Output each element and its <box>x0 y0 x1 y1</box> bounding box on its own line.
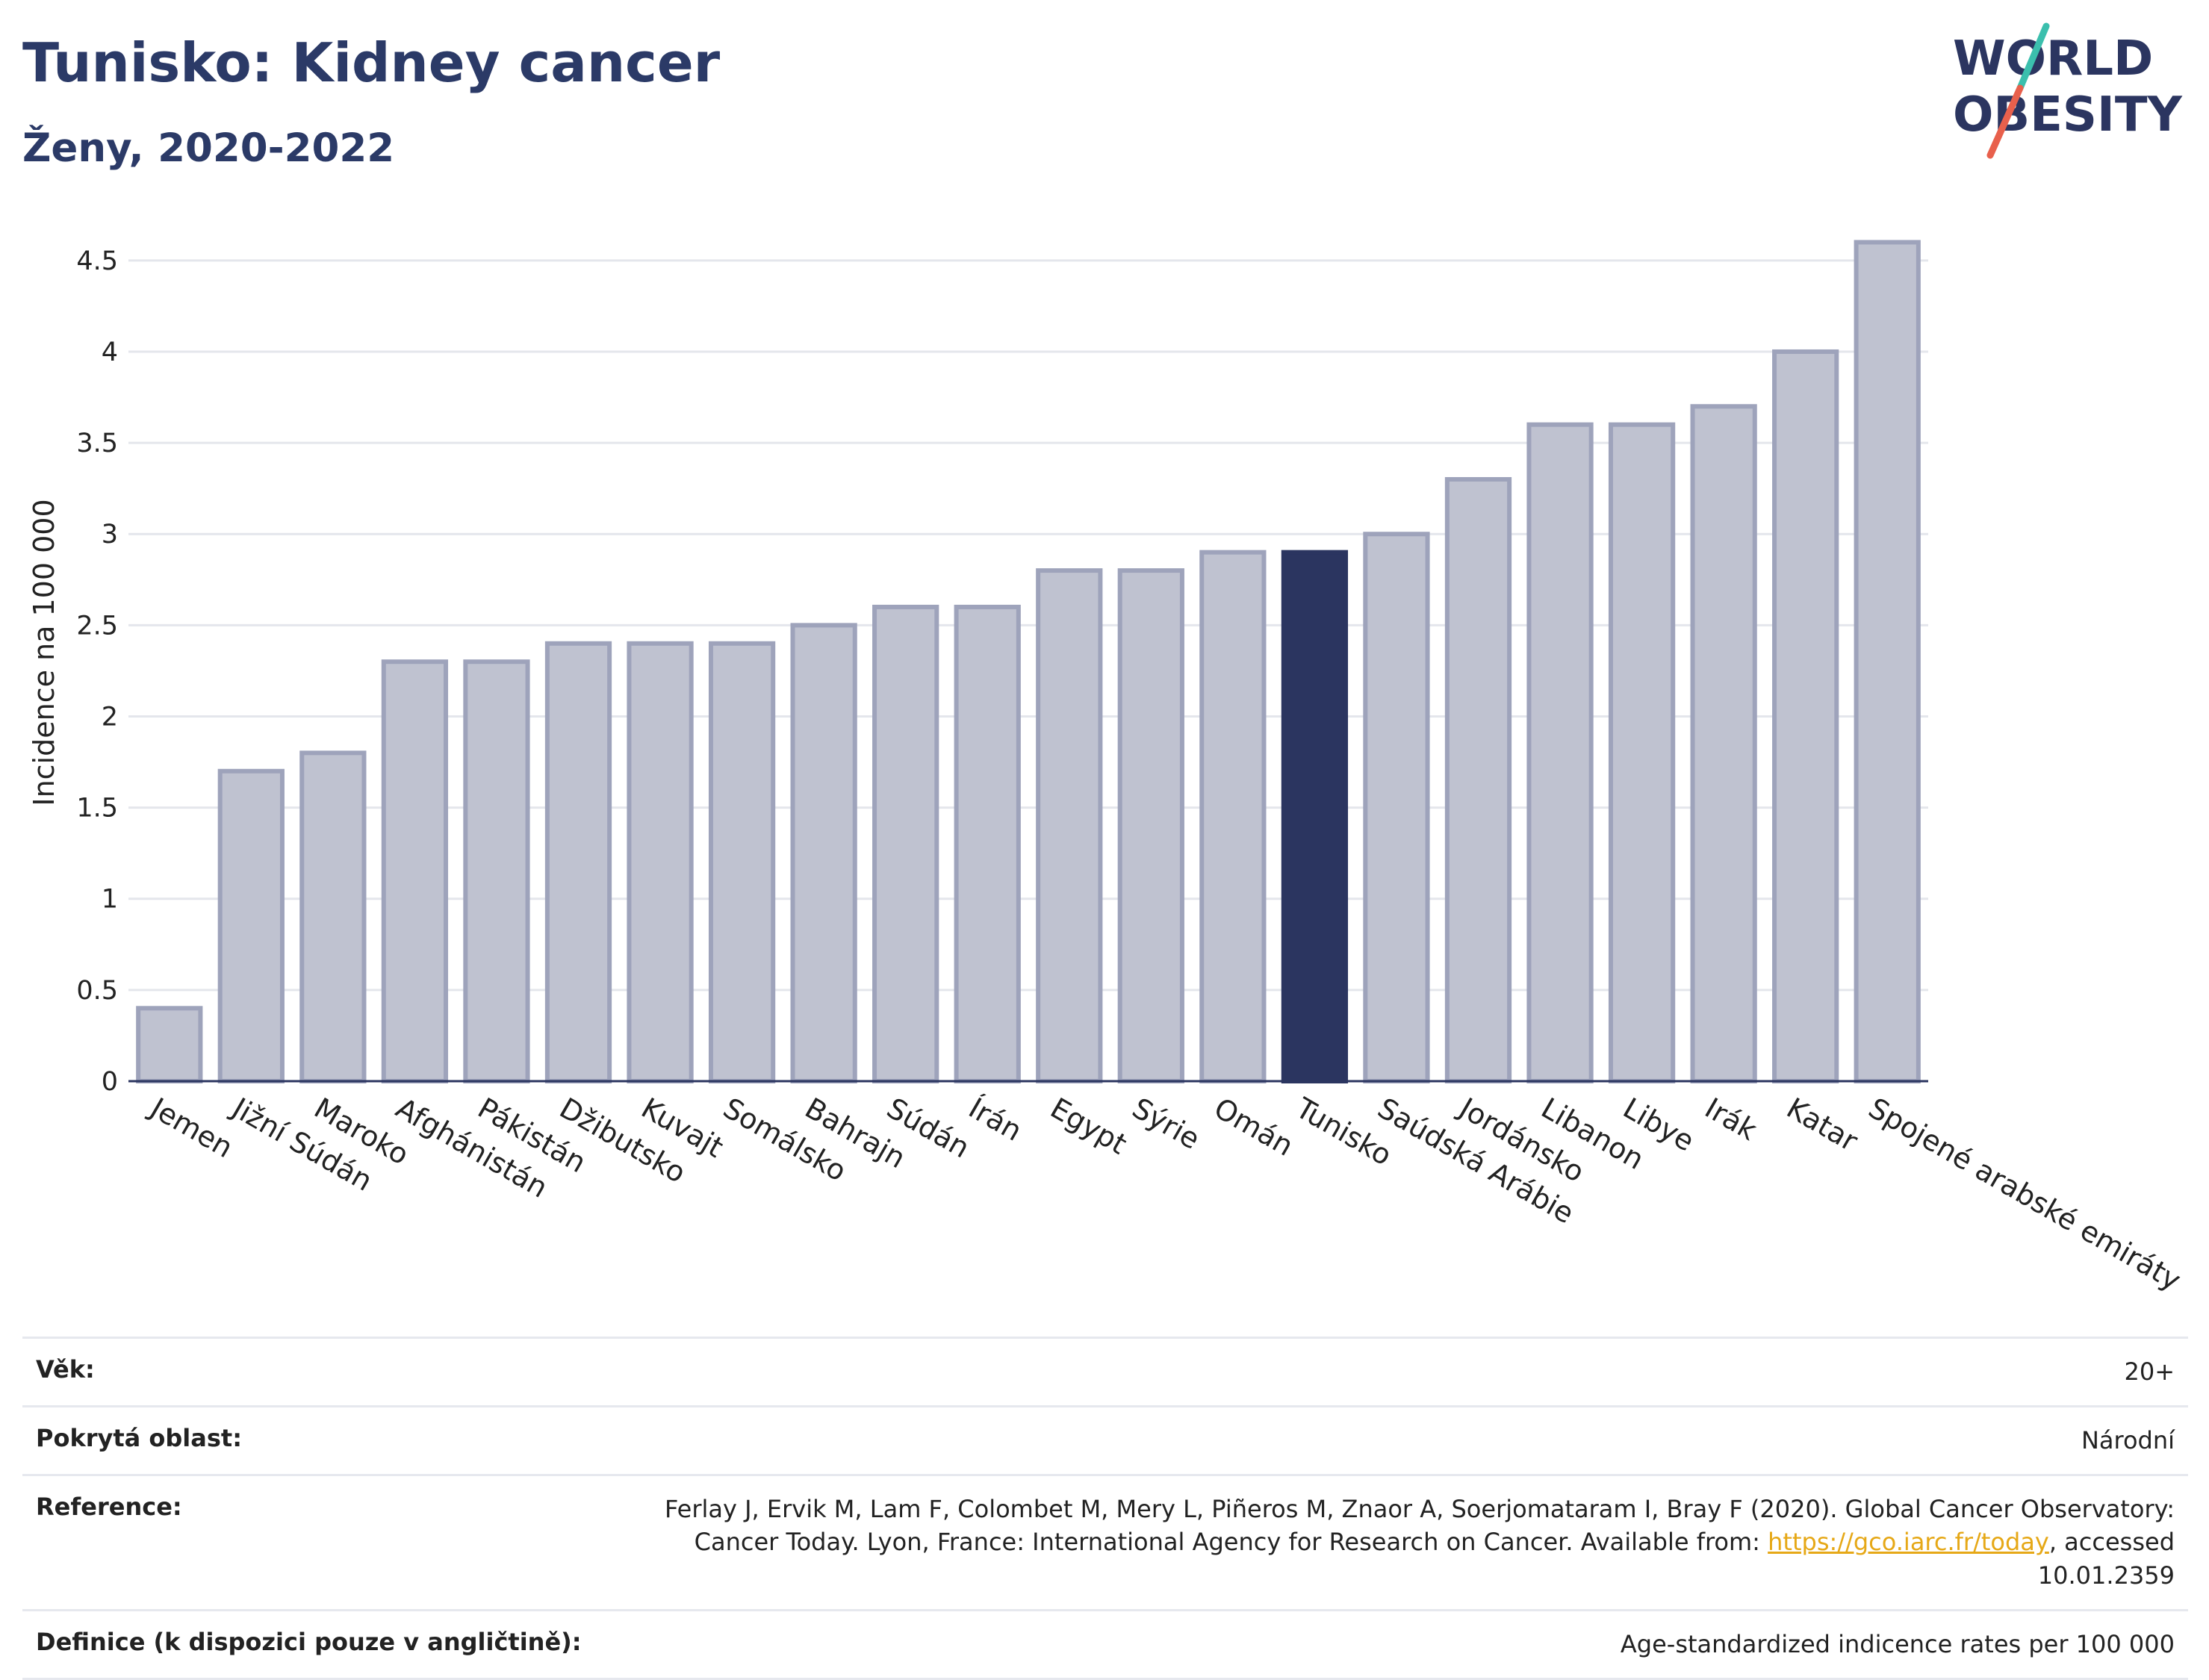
x-tick-label: Egypt <box>1045 1092 1132 1161</box>
bar-Spojené arabské emiráty <box>1854 240 1921 1083</box>
y-tick-label: 2.5 <box>76 611 118 641</box>
bar-Irák <box>1690 404 1757 1083</box>
bar-Libanon <box>1526 422 1594 1083</box>
info-label: Reference: <box>36 1492 182 1521</box>
y-tick-label: 0 <box>102 1067 118 1097</box>
reference-text: Ferlay J, Ervik M, Lam F, Colombet M, Me… <box>665 1494 2175 1557</box>
bar-Saúdská Arábie <box>1363 532 1430 1083</box>
bar-Jemen <box>136 1006 203 1083</box>
logo-accent-coral <box>1986 84 2024 159</box>
info-value: Ferlay J, Ervik M, Lam F, Colombet M, Me… <box>606 1493 2175 1593</box>
bar-Pákistán <box>463 659 530 1083</box>
x-tick-label: Katar <box>1781 1092 1863 1158</box>
bar-Írán <box>954 604 1021 1083</box>
world-obesity-logo: WORLD OBESITY <box>1953 22 2182 159</box>
x-tick-label: Spojené arabské emiráty <box>1863 1092 2187 1297</box>
info-row-coverage: Pokrytá oblast: Národní <box>22 1404 2188 1474</box>
bar-Kuvajt <box>627 641 694 1083</box>
logo-accent-teal <box>2016 22 2050 92</box>
bars <box>136 240 1921 1084</box>
bar-Afghánistán <box>381 659 449 1083</box>
y-tick-label: 3.5 <box>76 429 118 458</box>
y-axis-ticks: 0 0.5 1 1.5 2 2.5 3 3.5 4 4.5 <box>76 246 118 1097</box>
y-tick-label: 3 <box>102 520 118 550</box>
y-axis-title: Incidence na 100 000 <box>28 499 60 806</box>
bar-Katar <box>1772 349 1839 1084</box>
bar-Omán <box>1199 550 1267 1083</box>
bar-Egypt <box>1036 568 1103 1083</box>
logo-line1: WORLD <box>1953 31 2153 87</box>
chart-subtitle: Ženy, 2020-2022 <box>22 125 395 171</box>
logo-line2: OBESITY <box>1953 87 2182 143</box>
info-label: Definice (k dispozici pouze v angličtině… <box>36 1627 582 1656</box>
info-table: Věk: 20+ Pokrytá oblast: Národní Referen… <box>22 1337 2188 1680</box>
bar-Somálsko <box>708 641 776 1083</box>
reference-text-end: , accessed 10.01.2359 <box>2037 1528 2175 1590</box>
info-value: Age-standardized indicence rates per 100… <box>1620 1629 2175 1658</box>
bar-Bahrajn <box>790 623 857 1083</box>
info-value: 20+ <box>2124 1357 2175 1386</box>
x-tick-label: Sýrie <box>1127 1092 1205 1156</box>
bar-Džibutsko <box>544 641 612 1083</box>
y-tick-label: 1.5 <box>76 794 118 824</box>
info-row-age: Věk: 20+ <box>22 1337 2188 1405</box>
y-tick-label: 4.5 <box>76 246 118 276</box>
info-label: Pokrytá oblast: <box>36 1423 242 1452</box>
x-tick-label: Jemen <box>144 1091 239 1165</box>
bar-Tunisko <box>1281 550 1349 1083</box>
info-value: Národní <box>2081 1425 2175 1455</box>
chart-title: Tunisko: Kidney cancer <box>22 31 721 94</box>
bar-Sýrie <box>1117 568 1184 1083</box>
bar-Jižní Súdán <box>217 768 285 1084</box>
x-tick-label: Omán <box>1208 1092 1299 1163</box>
x-tick-label: Irák <box>1700 1092 1762 1147</box>
info-row-reference: Reference: Ferlay J, Ervik M, Lam F, Col… <box>22 1473 2188 1609</box>
y-tick-label: 0.5 <box>76 976 118 1006</box>
y-tick-label: 2 <box>102 702 118 732</box>
y-tick-label: 4 <box>102 337 118 367</box>
bar-Maroko <box>299 750 367 1084</box>
info-label: Věk: <box>36 1355 95 1384</box>
bar-Libye <box>1608 422 1676 1083</box>
y-tick-label: 1 <box>102 885 118 915</box>
info-row-definition: Definice (k dispozici pouze v angličtině… <box>22 1608 2188 1680</box>
reference-link[interactable]: https://gco.iarc.fr/today <box>1768 1528 2049 1557</box>
bar-Jordánsko <box>1444 476 1512 1083</box>
bar-Súdán <box>872 604 939 1083</box>
